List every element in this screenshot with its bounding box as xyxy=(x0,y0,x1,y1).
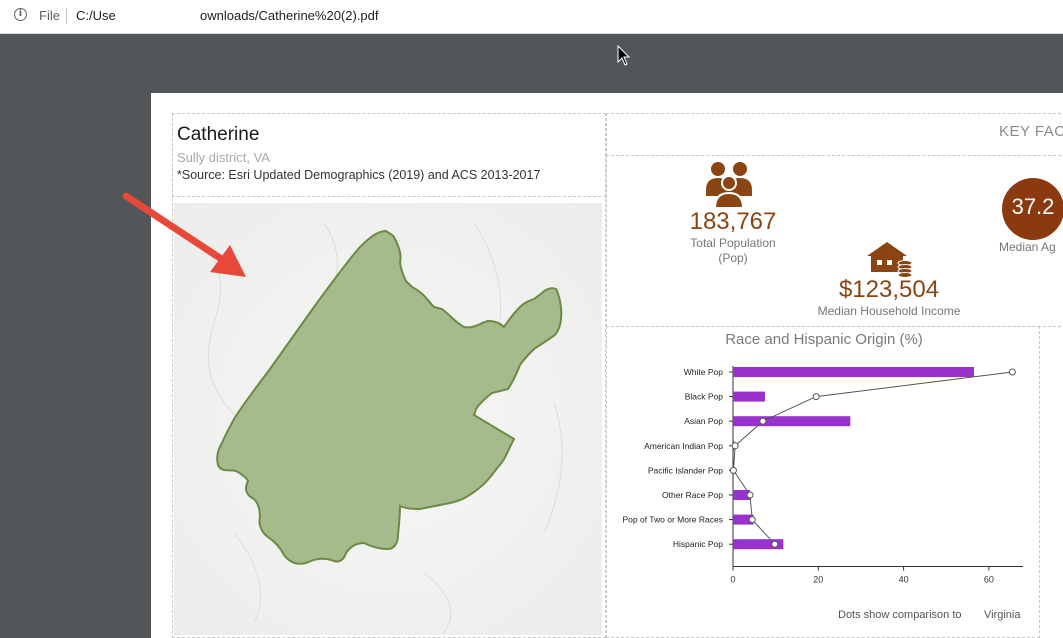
total-population-label: Total Population (Pop) xyxy=(637,236,829,266)
red-arrow-annotation xyxy=(122,192,246,277)
mouse-cursor-icon xyxy=(617,45,631,66)
file-scheme-label: File xyxy=(39,8,60,23)
race-chart: 0 20 40 60 White Pop Black Pop Asian Pop Americ… xyxy=(623,366,1023,585)
category-label: Hispanic Pop xyxy=(673,539,723,549)
comparison-dot xyxy=(771,540,779,548)
bar-asian-pop xyxy=(733,416,851,427)
median-age-circle xyxy=(1002,178,1063,240)
median-income-label: Median Household Income xyxy=(817,304,961,318)
comparison-dot xyxy=(746,491,754,499)
chart-note: Dots show comparison to xyxy=(838,609,962,621)
category-label: American Indian Pop xyxy=(644,441,723,451)
report-subtitle: Sully district, VA xyxy=(177,150,270,165)
bar-white-pop xyxy=(733,367,974,377)
address-divider xyxy=(66,8,67,24)
bar-black-pop xyxy=(733,391,765,402)
median-age-value: 37.2 xyxy=(1011,194,1055,219)
house-money-icon xyxy=(867,242,913,278)
bar-other-race-pop xyxy=(733,490,751,500)
category-label: Pacific Islander Pop xyxy=(648,465,723,475)
median-age-label: Median Ag xyxy=(999,240,1056,254)
total-population-value: 183,767 xyxy=(689,208,777,235)
comparison-dot xyxy=(729,466,737,474)
url-text-end[interactable]: ownloads/Catherine%20(2).pdf xyxy=(200,8,379,23)
terrain-texture xyxy=(193,222,563,634)
people-icon xyxy=(706,162,752,208)
comparison-region[interactable]: Virginia xyxy=(984,609,1021,621)
x-tick-label: 40 xyxy=(899,575,909,585)
report-source: *Source: Esri Updated Demographics (2019… xyxy=(177,168,541,182)
x-tick-label: 0 xyxy=(730,575,735,585)
comparison-dot xyxy=(812,393,820,401)
comparison-dot xyxy=(1008,368,1016,376)
address-bar[interactable]: i File C:/Use ownloads/Catherine%20(2).p… xyxy=(0,0,1063,34)
comparison-line xyxy=(732,371,1013,545)
url-text-start[interactable]: C:/Use xyxy=(76,8,116,23)
map-svg xyxy=(174,203,602,635)
comparison-dot xyxy=(748,516,756,524)
category-label: Black Pop xyxy=(685,392,724,402)
chart-title: Race and Hispanic Origin (%) xyxy=(725,331,923,348)
key-facts-title: KEY FAC xyxy=(999,123,1063,140)
pdf-page: Catherine Sully district, VA *Source: Es… xyxy=(151,93,1063,638)
district-map xyxy=(174,203,602,635)
x-tick-label: 20 xyxy=(813,575,823,585)
district-boundary xyxy=(216,229,563,565)
category-label: Other Race Pop xyxy=(662,490,723,500)
keyfacts-title-border xyxy=(606,113,1063,156)
bar-pop-of-two-or-more-races xyxy=(733,514,754,525)
comparison-dot xyxy=(731,442,739,450)
category-label: Pop of Two or More Races xyxy=(623,515,723,525)
total-population-label-line1: Total Population xyxy=(690,236,776,250)
header-border xyxy=(172,113,606,197)
bar-hispanic-pop xyxy=(733,539,784,550)
x-tick-label: 60 xyxy=(984,575,994,585)
median-income-value: $123,504 xyxy=(838,276,940,303)
category-label: White Pop xyxy=(684,367,723,377)
comparison-dot xyxy=(759,417,767,425)
info-icon[interactable]: i xyxy=(14,8,27,21)
total-population-label-line2: (Pop) xyxy=(718,251,748,265)
report-title: Catherine xyxy=(177,124,260,145)
category-label: Asian Pop xyxy=(684,416,723,426)
